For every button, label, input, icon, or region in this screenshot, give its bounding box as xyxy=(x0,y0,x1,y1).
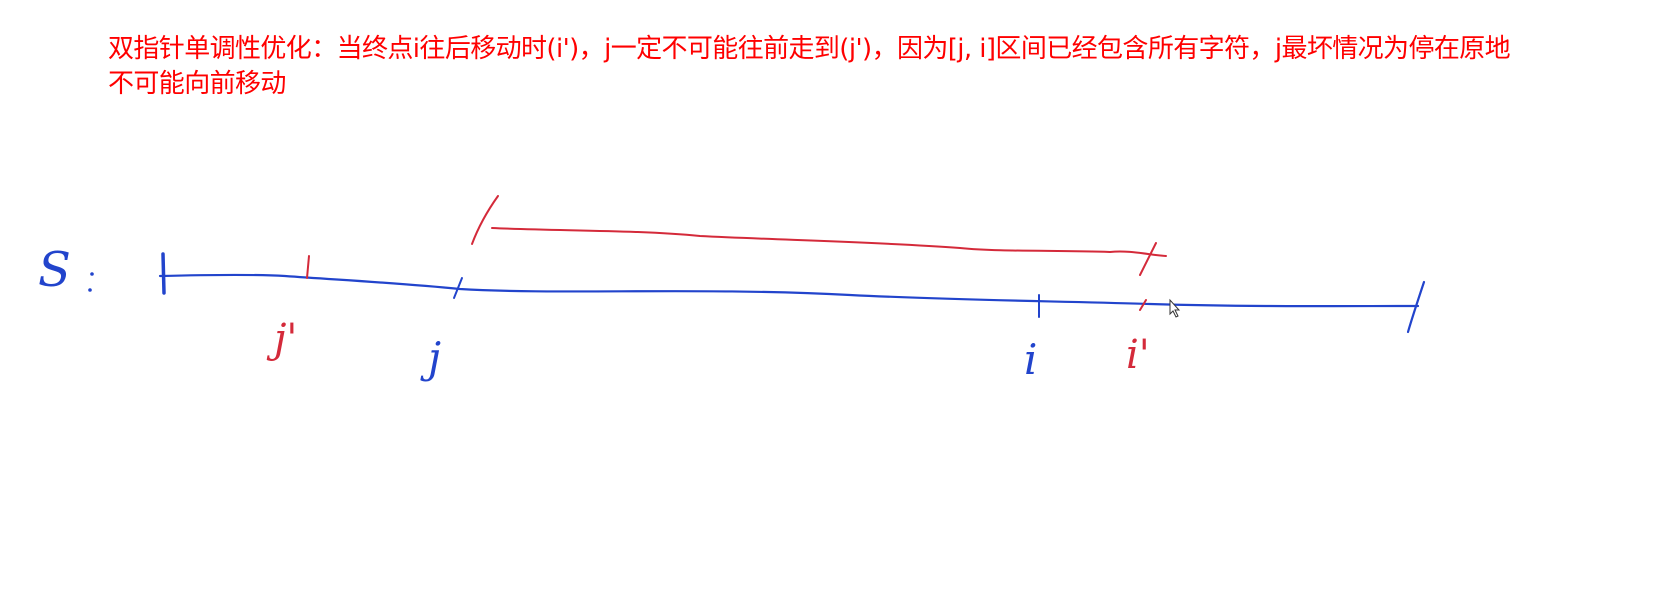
mouse-pointer-icon xyxy=(1169,298,1181,318)
j-prime-tick xyxy=(306,255,310,279)
i-label: i xyxy=(1024,335,1037,384)
j-label: j xyxy=(420,333,441,382)
note-line-1: 双指针单调性优化：当终点i往后移动时(i')，j一定不可能往前走到(j')，因为… xyxy=(108,34,1511,64)
j-tick xyxy=(453,277,463,299)
string-s-label: S xyxy=(38,242,71,298)
range-bracket-left xyxy=(471,195,499,245)
string-end-tick xyxy=(1406,280,1426,334)
optimization-note: 双指针单调性优化：当终点i往后移动时(i')，j一定不可能往前走到(j')，因为… xyxy=(108,32,1648,102)
string-start-tick xyxy=(161,252,166,295)
colon-dot-top xyxy=(90,272,94,276)
range-bracket-right xyxy=(1139,242,1157,276)
i-prime-tick xyxy=(1139,299,1147,311)
i-prime-label: i' xyxy=(1126,332,1150,378)
string-line xyxy=(158,273,1420,308)
note-line-2: 不可能向前移动 xyxy=(108,69,286,99)
colon-dot-bottom xyxy=(88,288,92,292)
range-bracket-top xyxy=(491,227,1167,257)
j-prime-label: j' xyxy=(266,316,297,362)
